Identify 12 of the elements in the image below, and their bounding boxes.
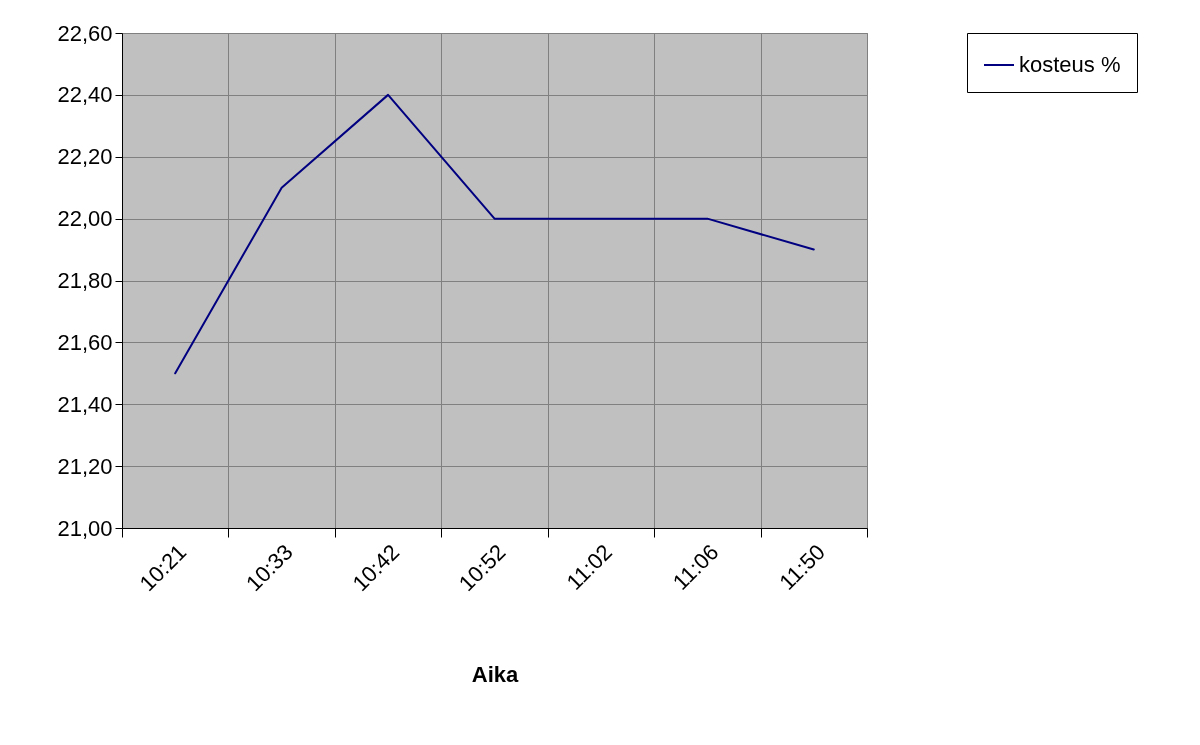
y-tick-label: 22,40 — [57, 82, 113, 108]
y-tick-label: 21,20 — [57, 453, 113, 479]
y-tick-label: 22,20 — [57, 144, 113, 170]
y-tick-label: 22,60 — [57, 20, 113, 46]
y-tick-label: 21,80 — [57, 268, 113, 293]
y-tick-label: 21,40 — [57, 391, 113, 417]
y-tick-label: 22,00 — [57, 206, 113, 232]
legend-label: kosteus % — [1019, 52, 1121, 77]
y-tick-label: 21,00 — [57, 515, 113, 541]
y-tick-label: 21,60 — [57, 329, 113, 355]
line-series — [174, 93, 815, 375]
x-axis-title: Aika — [471, 662, 519, 688]
